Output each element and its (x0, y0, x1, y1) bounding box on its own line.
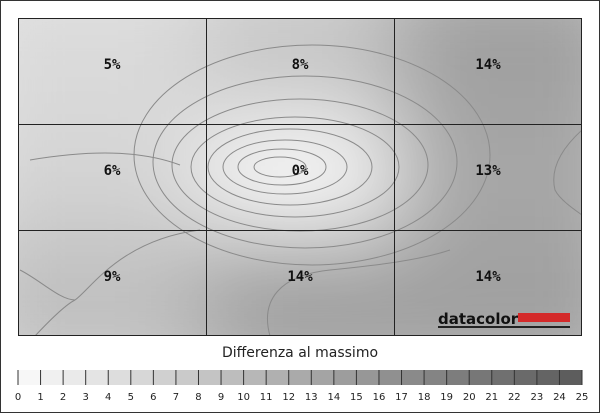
colorbar-swatch (130, 370, 154, 385)
logo-underline (438, 326, 570, 328)
contour (222, 139, 348, 195)
colorbar-tick-label: 25 (576, 392, 589, 403)
colorbar-swatch (514, 370, 537, 385)
colorbar-tick-label: 7 (173, 392, 179, 403)
colorbar-tick-label: 13 (305, 392, 318, 403)
cell-label: 0% (292, 163, 309, 179)
colorbar-swatch (85, 370, 109, 385)
colorbar-title: Differenza al massimo (222, 345, 378, 361)
colorbar-tick-label: 6 (150, 392, 156, 403)
heat-cell (206, 124, 394, 230)
colorbar-swatch (63, 370, 86, 385)
grid (18, 18, 582, 336)
contour (253, 156, 307, 178)
colorbar-tick-label: 19 (440, 392, 453, 403)
contour (34, 299, 76, 336)
contour (29, 152, 181, 166)
colorbar-swatch (175, 370, 199, 385)
colorbar-swatch (266, 370, 289, 385)
cell-label: 9% (104, 269, 121, 285)
colorbar-tick-label: 24 (553, 392, 566, 403)
colorbar-tick-label: 20 (463, 392, 476, 403)
logo-bar (518, 313, 570, 322)
cell-label: 13% (475, 163, 501, 179)
contour (207, 128, 373, 206)
colorbar-swatch (311, 370, 334, 385)
colorbar-swatch (424, 370, 447, 385)
colorbar-tick-label: 2 (60, 392, 66, 403)
cell-label: 14% (287, 269, 313, 285)
colorbar-tick-label: 22 (508, 392, 521, 403)
heat-cell (18, 18, 206, 124)
colorbar-tick-label: 15 (350, 392, 363, 403)
colorbar-tick-label: 23 (531, 392, 544, 403)
colorbar-tick-label: 0 (15, 392, 21, 403)
cell-label: 14% (475, 57, 501, 73)
colorbar-swatch (536, 370, 560, 385)
colorbar-swatch (559, 370, 582, 385)
colorbar: 0 1 2 3 4 5 6 7 8 9 10 11 12 13 14 15 16 17 18 19 20 21 22 23 24… (15, 370, 589, 403)
colorbar-tick-label: 16 (373, 392, 386, 403)
colorbar-tick-label: 1 (37, 392, 43, 403)
heat-cell (18, 230, 206, 336)
logo-text: datacolor (438, 310, 519, 328)
contour (237, 148, 327, 186)
cell-label: 8% (292, 57, 309, 73)
colorbar-tick-label: 10 (237, 392, 250, 403)
colorbar-tick-label: 5 (128, 392, 134, 403)
colorbar-swatch (288, 370, 312, 385)
heat-cell (394, 124, 582, 230)
cell-label: 5% (104, 57, 121, 73)
contour (152, 75, 458, 249)
colorbar-swatch (198, 370, 222, 385)
colorbar-tick-label: 11 (260, 392, 273, 403)
colorbar-swatch (18, 370, 41, 385)
contour (553, 129, 582, 216)
colorbar-swatch (221, 370, 244, 385)
heat-cells (18, 18, 582, 336)
colorbar-swatch (40, 370, 64, 385)
colorbar-tick-label: 12 (282, 392, 295, 403)
colorbar-swatch (356, 370, 379, 385)
heat-cell (206, 18, 394, 124)
colorbar-tick-label: 18 (418, 392, 431, 403)
colorbar-tick-label: 21 (485, 392, 498, 403)
contour (267, 249, 451, 336)
colorbar-swatch (108, 370, 131, 385)
heat-cell (18, 124, 206, 230)
colorbar-swatch (446, 370, 470, 385)
plot-border (18, 18, 582, 336)
colorbar-tick-label: 8 (195, 392, 201, 403)
heat-cell (394, 18, 582, 124)
contour (19, 229, 201, 301)
colorbar-swatch (491, 370, 515, 385)
colorbar-swatch (243, 370, 267, 385)
contour (190, 116, 400, 218)
colorbar-tick-label: 14 (327, 392, 340, 403)
colorbar-tick-label: 17 (395, 392, 408, 403)
colorbar-swatch (401, 370, 425, 385)
heat-layer (18, 18, 582, 336)
cell-label: 6% (104, 163, 121, 179)
colorbar-swatch (469, 370, 492, 385)
logo: datacolor (438, 310, 570, 328)
colorbar-swatch (333, 370, 357, 385)
colorbar-tick-label: 9 (218, 392, 224, 403)
cell-label: 14% (475, 269, 501, 285)
colorbar-tick-label: 3 (82, 392, 88, 403)
colorbar-swatch (153, 370, 176, 385)
colorbar-tick-label: 4 (105, 392, 111, 403)
colorbar-swatch (378, 370, 402, 385)
